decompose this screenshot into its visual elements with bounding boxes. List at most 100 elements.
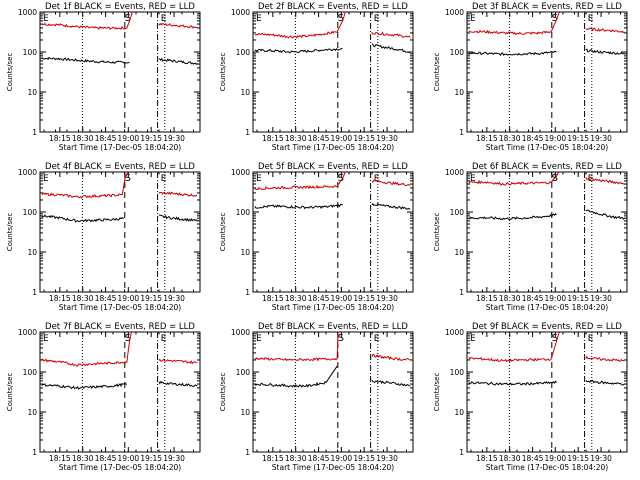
x-tick-label: 18:30: [72, 454, 94, 463]
y-tick-label: 100: [23, 48, 38, 57]
x-tick-label: 18:30: [499, 134, 521, 143]
x-tick-label: 19:30: [376, 294, 398, 303]
plot-frame: [466, 331, 628, 453]
series-events-segment-1: [254, 365, 338, 388]
x-tick-label: 18:45: [95, 454, 117, 463]
x-tick-label: 19:30: [590, 454, 612, 463]
y-axis-label: Counts/sec: [219, 373, 227, 412]
x-tick-label: 18:30: [285, 454, 307, 463]
series-events-segment-1: [41, 382, 127, 390]
marker-e-end: E: [374, 334, 380, 344]
plot-frame: [252, 11, 414, 133]
x-tick-label: 18:45: [95, 294, 117, 303]
marker-s: S: [338, 333, 344, 344]
panel-det-5: Det 5f BLACK = Events, RED = LLD 1 10 100 10…: [219, 162, 414, 312]
plot-frame: [466, 171, 628, 293]
x-tick-label: 19:15: [567, 454, 589, 463]
y-tick-label: 10: [454, 248, 464, 257]
marker-e-start: E: [256, 334, 262, 344]
x-tick-label: 19:00: [118, 454, 140, 463]
panel-det-9: Det 9f BLACK = Events, RED = LLD 1 10 100 10…: [433, 322, 628, 472]
y-tick-label: 100: [450, 368, 465, 377]
marker-e-start: E: [470, 14, 476, 24]
y-axis-label: Counts/sec: [433, 373, 441, 412]
x-tick-label: 18:30: [499, 294, 521, 303]
marker-e-end: E: [588, 334, 594, 344]
y-axis-label: Counts/sec: [219, 53, 227, 92]
plot-title: Det 9f BLACK = Events, RED = LLD: [472, 322, 622, 332]
x-tick-label: 19:30: [163, 454, 185, 463]
marker-e-start: E: [256, 174, 262, 184]
x-tick-label: 18:15: [49, 454, 71, 463]
y-tick-label: 1000: [18, 8, 37, 17]
x-axis-label: Start Time (17-Dec-05 18:04:20): [59, 143, 181, 152]
marker-s: S: [552, 13, 558, 24]
x-tick-label: 18:15: [476, 454, 498, 463]
panel-det-3: Det 3f BLACK = Events, RED = LLD 1 10 100 10…: [433, 2, 628, 152]
plot-frame: [466, 11, 628, 133]
x-tick-label: 18:45: [522, 134, 544, 143]
plot-title: Det 7f BLACK = Events, RED = LLD: [45, 322, 195, 332]
series-lld-segment-1: [254, 11, 346, 39]
y-tick-label: 1000: [231, 328, 250, 337]
plot-frame: [39, 331, 201, 453]
marker-e-start: E: [256, 14, 262, 24]
y-tick-label: 1: [245, 448, 250, 457]
series-lld-segment-1: [41, 171, 129, 199]
y-tick-label: 1: [32, 288, 37, 297]
marker-s: S: [338, 13, 344, 24]
x-tick-label: 18:30: [72, 134, 94, 143]
y-tick-label: 10: [27, 408, 37, 417]
y-axis-label: Counts/sec: [219, 213, 227, 252]
x-tick-label: 18:15: [262, 294, 284, 303]
x-tick-label: 19:15: [567, 134, 589, 143]
plot-frame: [39, 11, 201, 133]
x-tick-label: 18:45: [522, 294, 544, 303]
x-tick-label: 18:45: [308, 454, 330, 463]
y-tick-label: 10: [27, 88, 37, 97]
x-tick-label: 18:15: [476, 294, 498, 303]
y-tick-label: 1: [459, 288, 464, 297]
x-axis-label: Start Time (17-Dec-05 18:04:20): [486, 463, 608, 472]
series-lld-segment-2: [371, 31, 411, 38]
series-events-segment-1: [41, 214, 125, 223]
x-tick-label: 18:30: [285, 294, 307, 303]
marker-e-start: E: [43, 174, 49, 184]
x-tick-label: 19:00: [118, 134, 140, 143]
x-tick-label: 18:45: [95, 134, 117, 143]
y-tick-label: 100: [236, 208, 251, 217]
marker-e-end: E: [161, 174, 167, 184]
series-events-segment-1: [41, 56, 130, 65]
plot-title: Det 5f BLACK = Events, RED = LLD: [258, 162, 408, 172]
plot-title: Det 4f BLACK = Events, RED = LLD: [45, 162, 195, 172]
series-lld-segment-1: [41, 11, 133, 30]
x-tick-label: 19:15: [140, 454, 162, 463]
series-lld-segment-1: [468, 171, 560, 186]
series-events-segment-2: [371, 43, 411, 54]
panel-det-2: Det 2f BLACK = Events, RED = LLD 1 10 100 10…: [219, 2, 414, 152]
x-tick-label: 18:15: [262, 454, 284, 463]
plot-title: Det 2f BLACK = Events, RED = LLD: [258, 2, 408, 12]
y-tick-label: 10: [27, 248, 37, 257]
series-events-segment-2: [585, 48, 625, 55]
y-tick-label: 10: [454, 88, 464, 97]
y-tick-label: 1000: [445, 8, 464, 17]
series-lld-segment-2: [371, 179, 411, 187]
x-tick-label: 18:15: [49, 294, 71, 303]
series-events-segment-2: [158, 214, 198, 222]
x-tick-label: 18:30: [72, 294, 94, 303]
series-events-segment-1: [254, 47, 343, 54]
x-tick-label: 19:30: [590, 134, 612, 143]
plot-frame: [252, 331, 414, 453]
y-tick-label: 1000: [231, 8, 250, 17]
marker-e-end: E: [161, 14, 167, 24]
y-tick-label: 10: [240, 88, 250, 97]
x-tick-label: 19:00: [331, 454, 353, 463]
x-tick-label: 18:45: [308, 294, 330, 303]
x-tick-label: 19:00: [331, 294, 353, 303]
x-tick-label: 18:15: [49, 134, 71, 143]
y-tick-label: 100: [450, 48, 465, 57]
y-axis-label: Counts/sec: [6, 213, 14, 252]
